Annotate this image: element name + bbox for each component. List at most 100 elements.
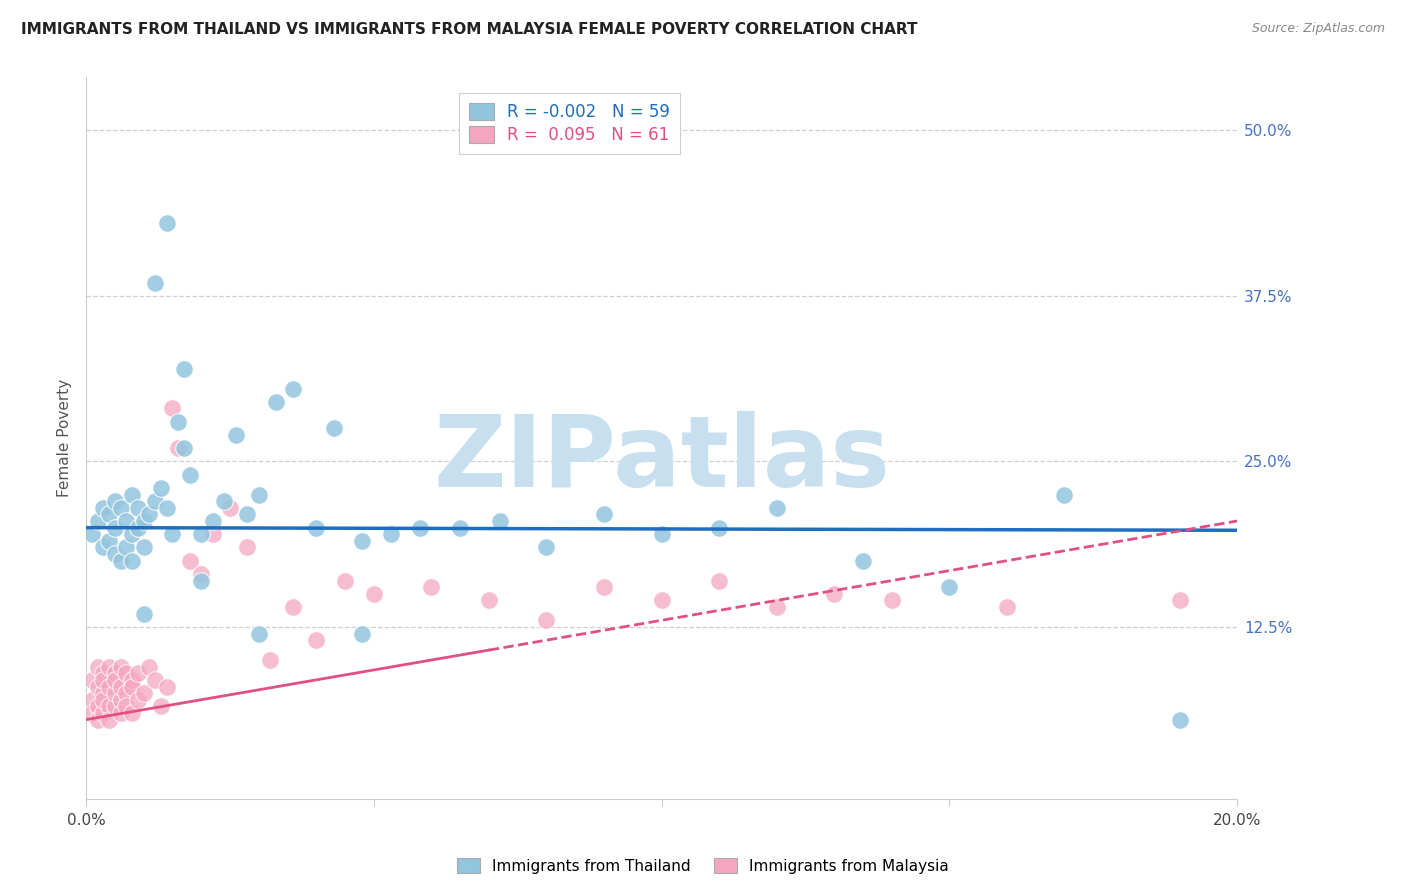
Point — [121, 527, 143, 541]
Point — [219, 500, 242, 515]
Point — [121, 487, 143, 501]
Point — [322, 421, 344, 435]
Point — [765, 500, 787, 515]
Point — [352, 626, 374, 640]
Point — [115, 541, 138, 555]
Point — [536, 613, 558, 627]
Point — [880, 593, 903, 607]
Point — [104, 686, 127, 700]
Point — [162, 527, 184, 541]
Point — [104, 547, 127, 561]
Y-axis label: Female Poverty: Female Poverty — [58, 379, 72, 498]
Point — [115, 686, 138, 700]
Text: IMMIGRANTS FROM THAILAND VS IMMIGRANTS FROM MALAYSIA FEMALE POVERTY CORRELATION : IMMIGRANTS FROM THAILAND VS IMMIGRANTS F… — [21, 22, 918, 37]
Text: Source: ZipAtlas.com: Source: ZipAtlas.com — [1251, 22, 1385, 36]
Point — [852, 554, 875, 568]
Point — [162, 401, 184, 416]
Point — [247, 487, 270, 501]
Point — [91, 686, 114, 700]
Point — [190, 574, 212, 588]
Point — [80, 673, 103, 687]
Text: ZIPatlas: ZIPatlas — [433, 411, 890, 508]
Point — [132, 607, 155, 621]
Point — [489, 514, 512, 528]
Point — [167, 415, 190, 429]
Point — [143, 673, 166, 687]
Point — [132, 686, 155, 700]
Point — [333, 574, 356, 588]
Point — [80, 527, 103, 541]
Point — [247, 626, 270, 640]
Point — [91, 673, 114, 687]
Point — [143, 494, 166, 508]
Point — [86, 680, 108, 694]
Point — [536, 541, 558, 555]
Point — [104, 521, 127, 535]
Point — [86, 699, 108, 714]
Point — [91, 500, 114, 515]
Point — [651, 527, 673, 541]
Point — [104, 494, 127, 508]
Point — [651, 593, 673, 607]
Point — [707, 521, 730, 535]
Point — [110, 680, 132, 694]
Point — [121, 680, 143, 694]
Point — [91, 692, 114, 706]
Point — [179, 467, 201, 482]
Legend: R = -0.002   N = 59, R =  0.095   N = 61: R = -0.002 N = 59, R = 0.095 N = 61 — [458, 93, 681, 154]
Point — [201, 527, 224, 541]
Point — [190, 527, 212, 541]
Point — [938, 580, 960, 594]
Point — [173, 361, 195, 376]
Point — [98, 533, 121, 548]
Point — [80, 706, 103, 720]
Point — [91, 666, 114, 681]
Point — [132, 541, 155, 555]
Point — [98, 699, 121, 714]
Point — [305, 633, 328, 648]
Point — [593, 508, 616, 522]
Point — [156, 500, 179, 515]
Point — [201, 514, 224, 528]
Point — [212, 494, 235, 508]
Point — [104, 699, 127, 714]
Point — [420, 580, 443, 594]
Point — [110, 706, 132, 720]
Point — [121, 706, 143, 720]
Point — [86, 659, 108, 673]
Point — [1053, 487, 1076, 501]
Point — [305, 521, 328, 535]
Point — [91, 706, 114, 720]
Point — [449, 521, 471, 535]
Point — [149, 699, 172, 714]
Point — [115, 699, 138, 714]
Point — [593, 580, 616, 594]
Point — [104, 666, 127, 681]
Point — [98, 508, 121, 522]
Point — [138, 508, 160, 522]
Point — [127, 500, 149, 515]
Point — [236, 541, 259, 555]
Point — [127, 666, 149, 681]
Point — [98, 680, 121, 694]
Point — [264, 394, 287, 409]
Point — [352, 533, 374, 548]
Point — [363, 587, 385, 601]
Point — [121, 673, 143, 687]
Point — [179, 554, 201, 568]
Point — [283, 600, 305, 615]
Point — [409, 521, 432, 535]
Point — [173, 441, 195, 455]
Point — [91, 541, 114, 555]
Point — [127, 521, 149, 535]
Point — [127, 692, 149, 706]
Point — [104, 673, 127, 687]
Point — [80, 692, 103, 706]
Point — [478, 593, 501, 607]
Point — [149, 481, 172, 495]
Point — [98, 713, 121, 727]
Point — [259, 653, 281, 667]
Point — [110, 692, 132, 706]
Point — [1168, 593, 1191, 607]
Point — [190, 566, 212, 581]
